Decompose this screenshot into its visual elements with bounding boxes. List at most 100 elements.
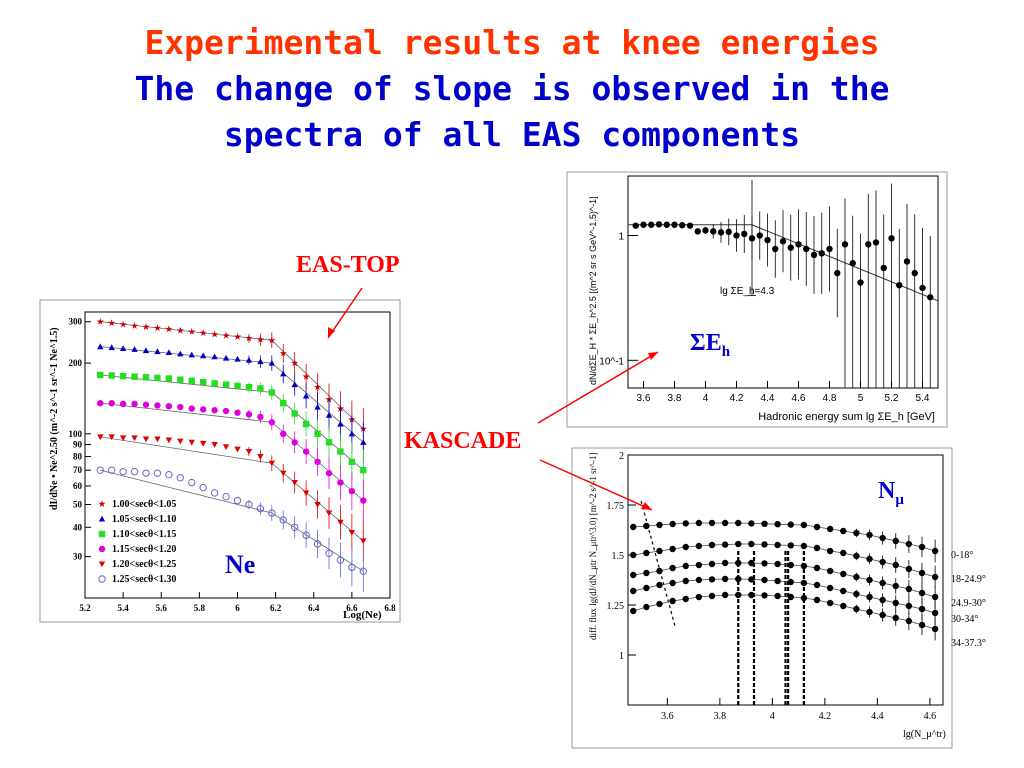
chart3-point [774, 577, 781, 585]
chart3-point [905, 565, 913, 573]
chart3-point [866, 531, 873, 539]
chart3-point [721, 591, 729, 599]
chart1-point [280, 430, 287, 438]
chart1-point [188, 377, 195, 385]
chart1-point [359, 567, 368, 575]
chart1-point [188, 439, 195, 446]
chart1-point [142, 469, 150, 477]
chart3-point [761, 541, 768, 548]
chart1-point [337, 420, 344, 427]
chart1-point [108, 319, 116, 327]
chart3-point [735, 559, 742, 567]
chart1-point [360, 538, 367, 545]
chart3-point [787, 542, 794, 549]
chart1-point [245, 449, 253, 455]
chart2-ylabel: dN/dΣE_H * ΣE_h^2.5 [(m^2 sr s GeV^-1.5)… [588, 196, 598, 385]
slide-title-line2: The change of slope is observed in the [134, 69, 890, 108]
chart1-point [234, 382, 241, 390]
chart3-point [695, 519, 703, 527]
chart3-point [826, 525, 834, 533]
chart1-ylabel: dI/dNe • Ne^2.50 (m^-2 s^-1 sr^-1 Ne^1.5… [49, 327, 60, 510]
chart1-point [336, 556, 345, 564]
chart1-point [314, 458, 321, 466]
chart1-point [188, 405, 195, 412]
chart3-point [735, 540, 742, 548]
chart3-point [774, 560, 781, 568]
chart3-point [813, 544, 821, 552]
chart1-legend-marker [98, 545, 106, 553]
chart2-ytick-label: 1 [618, 232, 624, 243]
chart2-point [787, 244, 794, 251]
chart1-point [290, 523, 299, 531]
chart3-point [879, 579, 886, 587]
chart3-point [682, 520, 689, 527]
chart1-xtick-label: 5.6 [156, 603, 168, 613]
label-eas-top: EAS-TOP [296, 252, 400, 278]
chart3-point [866, 576, 873, 584]
chart3-point [840, 570, 847, 578]
chart-kascade-sum-eh: 3.6 3.8 4 4.2 4.4 4.6 4.8 5 5.2 5.4 1 10^-1 lg ΣE_h… [566, 171, 948, 428]
chart2-point [694, 228, 701, 235]
chart1-point [360, 466, 367, 474]
chart1-ytick-label: 80 [73, 452, 83, 462]
chart3-xtick-label: 4 [770, 711, 775, 722]
chart3-xtick-label: 4.4 [871, 711, 884, 722]
chart2-point [655, 221, 663, 228]
chart1-point [313, 383, 322, 391]
chart2-xtick-label: 4 [703, 393, 709, 404]
chart3-point [787, 561, 794, 569]
chart2-point [663, 221, 670, 228]
chart1-point [176, 326, 184, 334]
chart3-point [682, 595, 689, 603]
chart3-ytick-label: 1.5 [612, 551, 625, 562]
chart1-point [119, 435, 127, 442]
chart1-xtick-label: 6 [235, 603, 240, 613]
chart2-point [772, 245, 779, 253]
chart3-point [892, 582, 899, 590]
chart1-point [268, 336, 276, 344]
chart1-point [337, 519, 344, 526]
chart3-point [918, 621, 926, 629]
chart3-point [892, 537, 899, 545]
chart1-point [325, 439, 333, 446]
arrow-kascade-nmu [539, 459, 653, 511]
chart3-point [695, 561, 703, 569]
chart2-point [841, 241, 849, 248]
chart3-point [735, 575, 742, 583]
chart2-xtick-label: 5 [858, 393, 864, 404]
chart3-point [735, 519, 742, 527]
label-kascade: KASCADE [404, 428, 522, 454]
chart3-point [708, 592, 716, 600]
chart3-point [905, 602, 913, 610]
chart2-xtick-label: 4.4 [761, 393, 775, 404]
slide-title-line1: Experimental results at knee energies [144, 23, 880, 62]
chart2-xtick-label: 5.4 [916, 393, 930, 404]
chart1-legend-marker [98, 561, 106, 568]
chart3-point [905, 585, 913, 593]
chart2-point [686, 222, 694, 229]
chart3-point [630, 551, 637, 559]
chart2-point [880, 264, 887, 272]
chart3-point [840, 549, 847, 557]
chart2-point [849, 260, 856, 267]
chart1-ytick-label: 90 [73, 440, 83, 450]
chart2-point [671, 221, 678, 228]
chart3-point [853, 605, 860, 613]
chart2-point [756, 232, 763, 239]
chart3-xtick-label: 3.6 [661, 711, 674, 722]
chart3-xlabel: lg(N_μ^tr) [903, 729, 946, 740]
chart2-point [795, 241, 802, 248]
chart3-point [826, 547, 834, 555]
chart2-point [803, 245, 810, 253]
chart1-point [325, 412, 333, 418]
chart1-frame [39, 299, 401, 623]
chart1-point [211, 441, 218, 448]
chart3-ytick-label: 2 [619, 451, 624, 462]
chart3-point [721, 519, 729, 527]
chart1-point [257, 454, 264, 460]
chart1-point [131, 373, 138, 380]
chart1-point [130, 467, 139, 476]
chart1-point [188, 478, 196, 487]
chart1-point [348, 529, 356, 536]
